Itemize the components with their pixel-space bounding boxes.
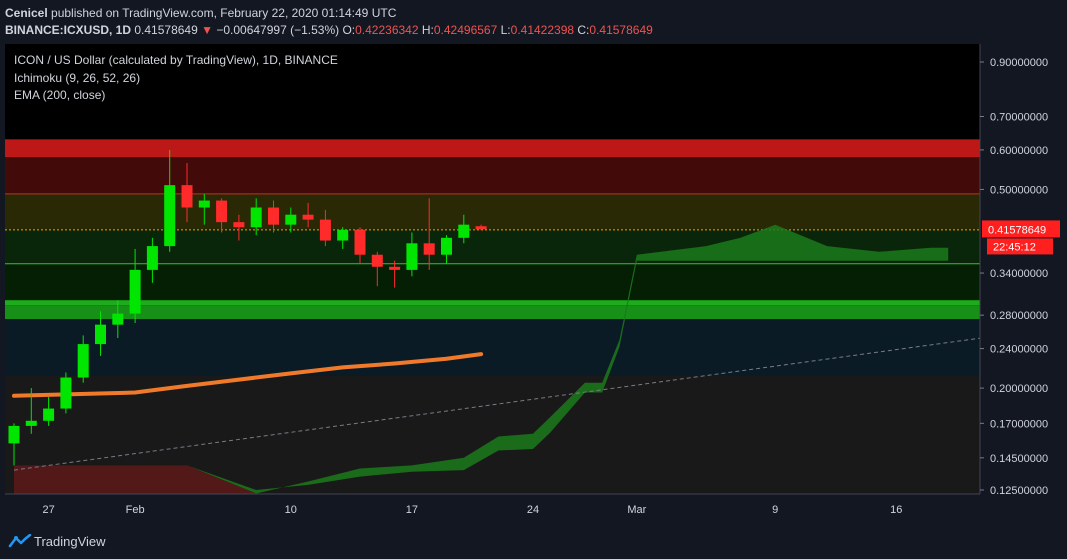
candle-body <box>354 229 366 255</box>
candle-body <box>285 214 297 225</box>
low-label: L: <box>500 23 511 37</box>
legend-title[interactable]: ICON / US Dollar (calculated by TradingV… <box>14 53 338 67</box>
close-label: C: <box>577 23 590 37</box>
tradingview-logo-icon[interactable] <box>8 534 32 548</box>
y-tick-label: 0.50000000 <box>990 184 1048 196</box>
candle-body <box>319 219 331 241</box>
candle-body <box>77 344 89 378</box>
ichimoku-cloud <box>14 224 949 494</box>
chart-legend: ICON / US Dollar (calculated by TradingV… <box>14 52 338 105</box>
x-tick-label: 16 <box>890 504 902 516</box>
candle-body <box>8 425 20 444</box>
last-price: 0.41578649 <box>134 23 198 37</box>
publish-info: Cenicel published on TradingView.com, Fe… <box>5 6 396 20</box>
zone-band <box>5 193 980 230</box>
last-price-box <box>982 220 1060 238</box>
candle-body <box>371 254 383 267</box>
price-axis-bg <box>980 44 1062 524</box>
candle-body <box>233 222 245 228</box>
candle-body <box>129 269 141 314</box>
close-value: 0.41578649 <box>589 23 653 37</box>
tradingview-brand[interactable]: TradingView <box>34 534 106 549</box>
y-tick-label: 0.60000000 <box>990 145 1048 157</box>
last-price-label: 0.41578649 <box>988 224 1046 236</box>
candle-body <box>406 243 418 270</box>
y-tick-label: 0.90000000 <box>990 57 1048 69</box>
zone-band <box>5 263 980 301</box>
candle-body <box>337 229 349 241</box>
legend-ichimoku[interactable]: Ichimoku (9, 26, 52, 26) <box>14 70 141 85</box>
x-tick-label: 27 <box>42 504 54 516</box>
candle-body <box>250 207 262 228</box>
ichimoku-cloud-bearish <box>14 465 257 494</box>
x-tick-label: 10 <box>285 504 297 516</box>
legend-ema[interactable]: EMA (200, close) <box>14 88 106 102</box>
zone-band <box>5 305 980 320</box>
high-value: 0.42496567 <box>433 23 498 37</box>
countdown-label: 22:45:12 <box>993 241 1036 253</box>
y-tick-label: 0.17000000 <box>990 418 1048 430</box>
candle-body <box>423 243 435 255</box>
symbol-label: BINANCE:ICXUSD, 1D <box>5 23 132 37</box>
open-value: 0.42236342 <box>355 23 419 37</box>
candle-body <box>198 200 210 208</box>
candle-body <box>268 207 279 225</box>
zone-band <box>5 319 980 376</box>
candle-body <box>441 237 452 255</box>
candle-body <box>146 246 158 270</box>
candle-body <box>302 214 314 220</box>
candle-body <box>458 224 470 238</box>
x-tick-label: 9 <box>772 504 778 516</box>
y-tick-label: 0.14500000 <box>990 453 1048 465</box>
candle-body <box>95 324 106 345</box>
candle-body <box>112 313 124 325</box>
x-tick-label: Feb <box>126 504 145 516</box>
candle-body <box>164 185 176 247</box>
change-value: −0.00647997 (−1.53%) <box>216 23 340 37</box>
y-tick-label: 0.70000000 <box>990 111 1048 123</box>
zone-band <box>5 139 980 158</box>
quote-line: BINANCE:ICXUSD, 1D 0.41578649 ▼ −0.00647… <box>5 23 653 37</box>
price-chart[interactable]: 0.90000000 0.70000000 0.60000000 0.50000000… <box>5 44 1062 524</box>
trendline <box>13 334 1001 471</box>
change-down-icon: ▼ <box>201 23 213 37</box>
published-text: published on TradingView.com, February 2… <box>51 6 397 20</box>
y-tick-label: 0.28000000 <box>990 310 1048 322</box>
candle-body <box>60 377 72 409</box>
y-tick-label: 0.20000000 <box>990 383 1048 395</box>
candle-body <box>43 408 55 421</box>
zone-band <box>5 157 980 194</box>
candle-body <box>389 266 401 270</box>
x-tick-label: 17 <box>406 504 418 516</box>
x-tick-label: Mar <box>627 504 646 516</box>
low-value: 0.41422398 <box>510 23 575 37</box>
y-tick-label: 0.34000000 <box>990 268 1048 280</box>
high-label: H: <box>421 23 434 37</box>
zone-band <box>5 300 980 306</box>
footer <box>0 524 1067 559</box>
y-tick-label: 0.12500000 <box>990 485 1048 497</box>
y-tick-label: 0.24000000 <box>990 344 1048 356</box>
chart-header: Cenicel published on TradingView.com, Fe… <box>0 0 1067 44</box>
candle-body <box>25 420 37 426</box>
candle-body <box>475 226 487 230</box>
candle-body <box>181 185 193 208</box>
countdown-box <box>987 238 1053 255</box>
candle-body <box>216 200 228 223</box>
ema-line <box>12 352 484 398</box>
author-name[interactable]: Cenicel <box>5 6 48 20</box>
open-label: O: <box>342 23 356 37</box>
x-tick-label: 24 <box>527 504 539 516</box>
